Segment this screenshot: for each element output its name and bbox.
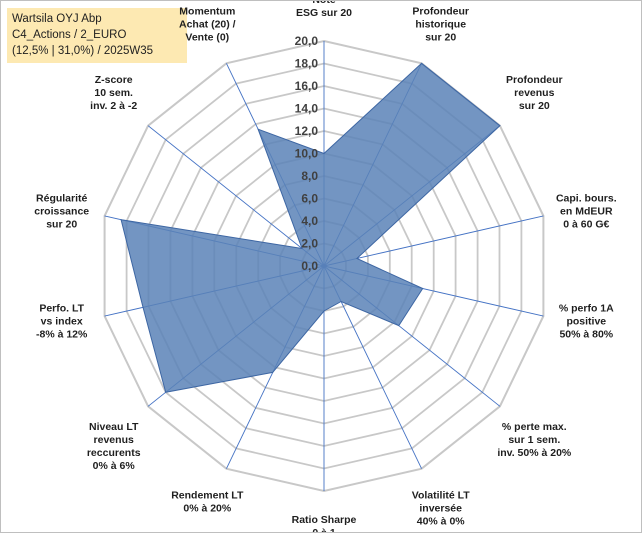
axis-label-line: Ratio Sharpe	[292, 514, 357, 526]
axis-label-line: Rendement LT	[171, 490, 244, 502]
axis-label-line: sur 20	[519, 100, 550, 112]
axis-label-line: 0 à 60 G€	[563, 219, 609, 231]
axis-label-line: 0% à 6%	[93, 460, 136, 472]
axis-label-line: 50% à 80%	[559, 329, 613, 341]
axis-label-line: revenus	[514, 87, 554, 99]
tick-label: 8,0	[301, 169, 318, 183]
axis-label-line: vs index	[41, 316, 83, 328]
axis-label-line: Achat (20) /	[179, 19, 236, 31]
axis-label-line: historique	[415, 19, 466, 31]
axis-label: Rendement LT0% à 20%	[171, 490, 244, 515]
axis-label-line: sur 1 sem.	[508, 434, 560, 446]
axis-label-line: positive	[566, 316, 606, 328]
axis-label-line: Capi. bours.	[556, 193, 617, 205]
axis-label-line: 0 à 1	[312, 527, 336, 532]
axis-label-line: -8% à 12%	[36, 329, 88, 341]
axis-label-line: inv. 50% à 20%	[497, 447, 572, 459]
tick-label: 18,0	[295, 57, 319, 71]
axis-label-line: reccurents	[87, 447, 141, 459]
axis-label-line: % perte max.	[502, 421, 567, 433]
axis-label-line: revenus	[94, 434, 134, 446]
axis-spoke	[323, 215, 544, 267]
axis-label-line: sur 20	[46, 219, 77, 231]
tick-label: 4,0	[301, 214, 318, 228]
company-name: Wartsila OYJ Abp	[12, 13, 102, 25]
axis-label-line: Régularité	[36, 193, 88, 205]
axis-label: NoteESG sur 20	[296, 1, 352, 19]
axis-label-line: Niveau LT	[89, 421, 139, 433]
axis-label-line: inversée	[419, 503, 462, 515]
tick-label: 6,0	[301, 192, 318, 206]
axis-label-line: Momentum	[179, 6, 235, 18]
axis-label-line: 0% à 20%	[183, 503, 232, 515]
axis-label-line: inv. 2 à -2	[90, 100, 137, 112]
axis-label-line: 10 sem.	[94, 87, 133, 99]
series-layer	[120, 62, 501, 393]
axis-label-line: Perfo. LT	[39, 303, 84, 315]
tick-label: 2,0	[301, 237, 318, 251]
tick-label: 0,0	[301, 259, 318, 273]
axis-label-line: Note	[312, 1, 335, 6]
axis-label-line: 40% à 0%	[417, 516, 466, 528]
axis-label: % perte max.sur 1 sem.inv. 50% à 20%	[497, 421, 572, 459]
tick-label: 12,0	[295, 124, 319, 138]
axis-label-line: Vente (0)	[185, 32, 229, 44]
series-area	[120, 62, 501, 393]
axis-label-line: Z-score	[95, 74, 133, 86]
category-line: C4_Actions / 2_EURO	[12, 29, 127, 41]
tick-label: 20,0	[295, 34, 319, 48]
tick-layer: 0,0 2,0 4,0 6,0 8,0 10,0 12,0 14,0 16,0 18,0 20,0	[295, 34, 319, 273]
axis-label-line: Profondeur	[506, 74, 563, 86]
axis-label-line: % perfo 1A	[559, 303, 614, 315]
axis-label-line: Volatilité LT	[412, 490, 471, 502]
axis-label-line: en MdEUR	[560, 206, 613, 218]
axis-label-line: croissance	[34, 206, 89, 218]
axis-label: Ratio Sharpe0 à 1	[292, 514, 357, 532]
tick-label: 16,0	[295, 79, 319, 93]
axis-label-line: ESG sur 20	[296, 7, 352, 19]
tick-label: 14,0	[295, 102, 319, 116]
tick-label: 10,0	[295, 147, 319, 161]
axis-label-line: sur 20	[425, 32, 456, 44]
axis-label-line: Profondeur	[412, 6, 469, 18]
chart-title-box: Wartsila OYJ Abp C4_Actions / 2_EURO (12…	[7, 8, 187, 63]
stats-line: (12,5% | 31,0%) / 2025W35	[12, 45, 154, 57]
axis-spoke	[147, 125, 325, 267]
